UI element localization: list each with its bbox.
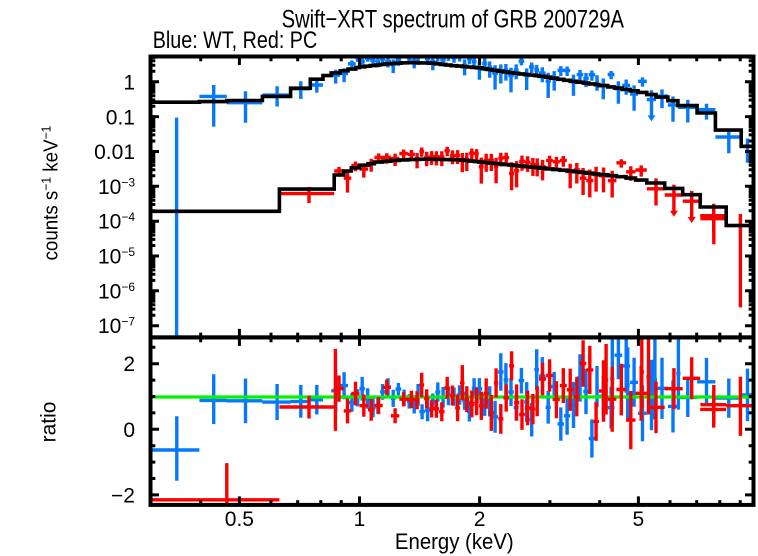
svg-text:0.5: 0.5 [225,508,254,531]
svg-text:ratio: ratio [38,402,61,443]
svg-text:5: 5 [633,508,645,531]
svg-text:counts s−1 keV−1: counts s−1 keV−1 [39,126,63,261]
svg-text:Blue: WT, Red: PC: Blue: WT, Red: PC [153,26,318,53]
svg-text:Energy (keV): Energy (keV) [395,530,514,554]
svg-text:1: 1 [123,71,135,94]
svg-text:1: 1 [354,508,366,531]
svg-text:0.1: 0.1 [106,107,135,130]
svg-text:−2: −2 [111,484,135,507]
svg-text:2: 2 [474,508,486,531]
svg-text:2: 2 [123,353,135,376]
svg-text:0.01: 0.01 [94,141,135,164]
svg-text:0: 0 [123,419,135,442]
svg-text:Swift−XRT spectrum of GRB 2007: Swift−XRT spectrum of GRB 200729A [282,4,625,33]
